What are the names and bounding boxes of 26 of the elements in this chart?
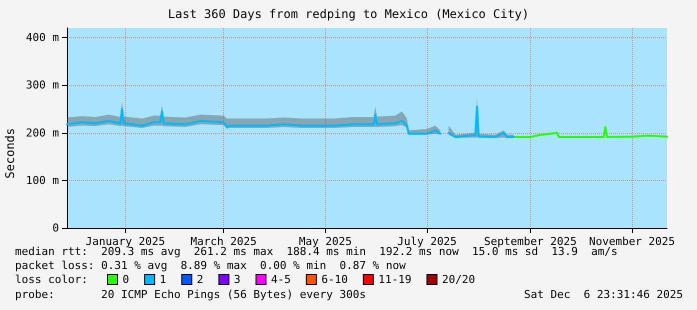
line-series <box>512 126 668 138</box>
x-tick-label: March 2025 <box>190 235 257 248</box>
y-axis-title: Seconds <box>3 128 17 179</box>
y-tick-label: 400 m <box>26 31 60 44</box>
y-tick-label: 200 m <box>26 126 60 140</box>
chart-title: Last 360 Days from redping to Mexico (Mexico City) <box>168 7 530 21</box>
legend-title: loss color: <box>15 273 88 286</box>
x-tick-label: September 2025 <box>484 235 577 248</box>
x-tick-label: January 2025 <box>86 235 166 248</box>
y-tick-label: 300 m <box>26 78 60 92</box>
legend-label: 4-5 <box>270 273 291 286</box>
legend-label: 6-10 <box>321 273 348 286</box>
x-tick-label: May 2025 <box>298 235 352 248</box>
x-tick-label: July 2025 <box>397 235 457 248</box>
y-tick-label: 100 m <box>26 174 60 187</box>
y-tick-label: 0 <box>52 222 59 234</box>
text: Sat Dec 6 23:31:46 2025 <box>524 288 684 301</box>
legend-label: 3 <box>234 273 240 286</box>
text: probe: 20 ICMP Echo Pings (56 Bytes) every 300s <box>15 288 366 301</box>
legend-label: 11-19 <box>378 273 412 286</box>
legend-label: 2 <box>196 273 204 286</box>
x-tick-label: November 2025 <box>588 235 676 248</box>
text: packet loss: 0.31 % avg 8.89 % max 0.00 % min 0.87 % now <box>15 259 406 272</box>
legend-label: 20/20 <box>442 273 476 286</box>
legend-label: 1 <box>160 273 166 286</box>
legend-label: 0 <box>122 273 130 286</box>
